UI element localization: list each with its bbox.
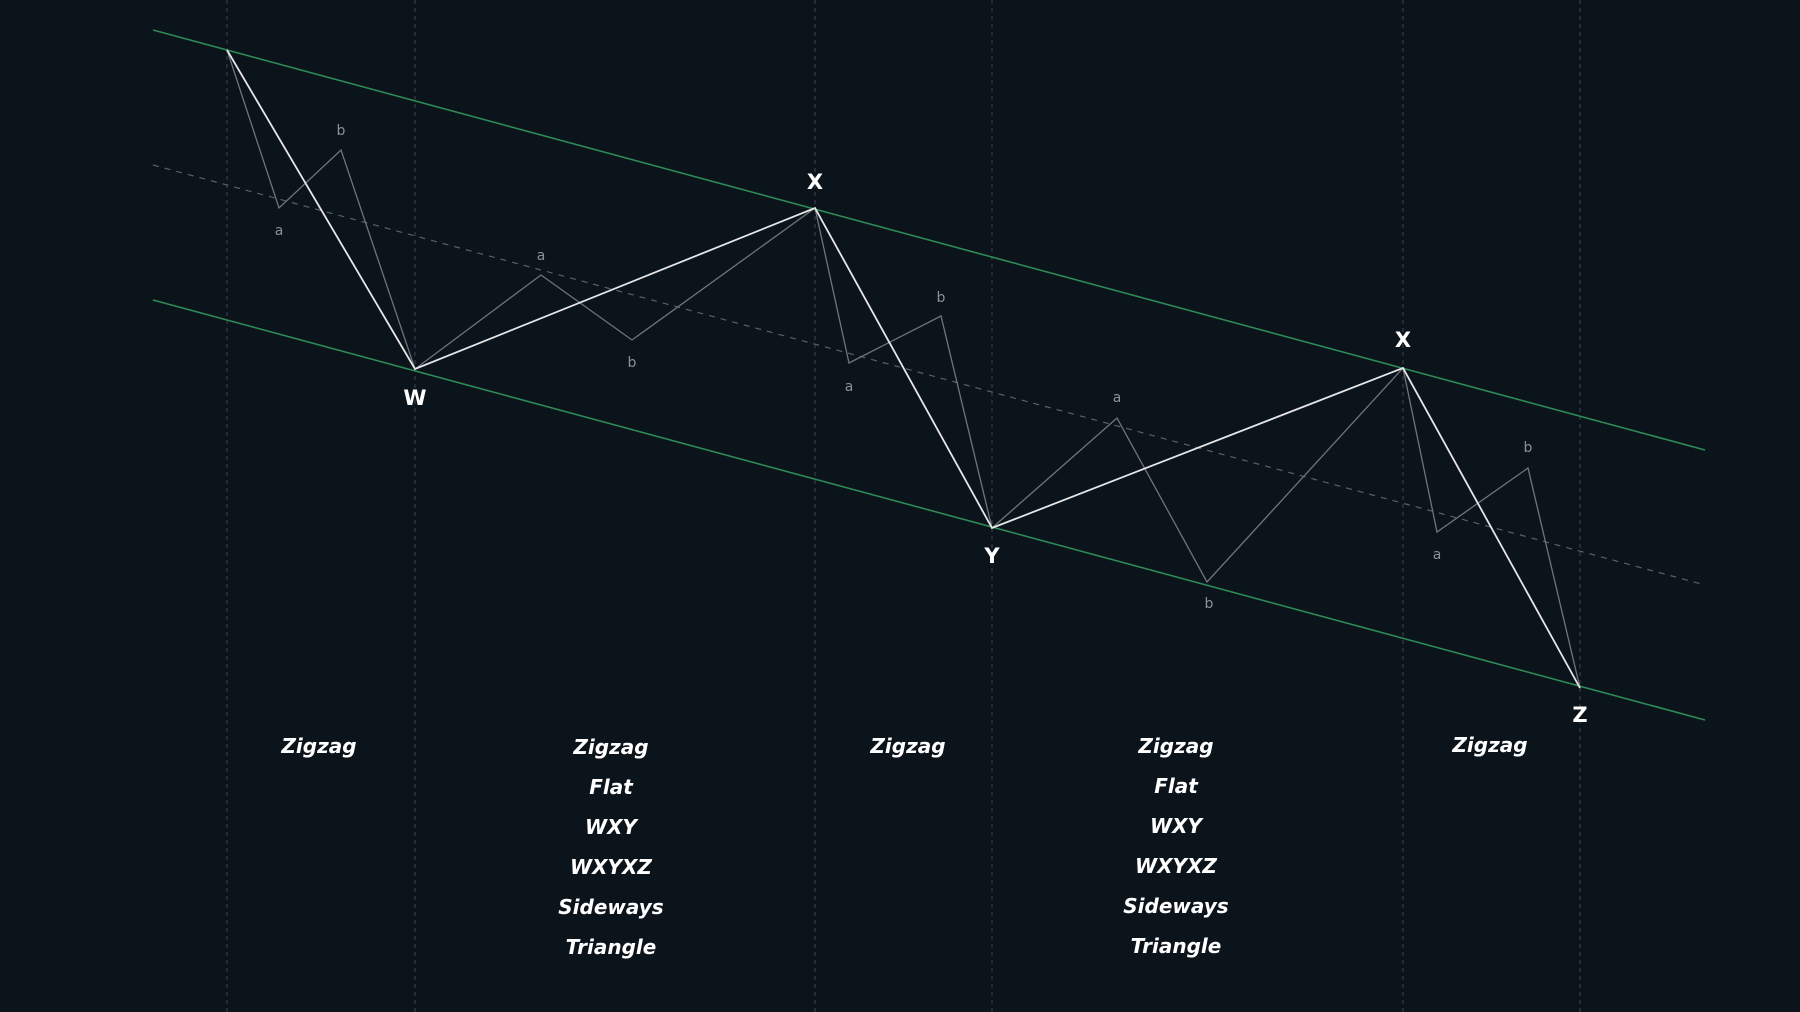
point-label-w: W bbox=[403, 386, 426, 410]
sub-label-b: b bbox=[937, 290, 946, 306]
sub-label-a: a bbox=[537, 248, 546, 264]
pattern-label: Flat bbox=[1154, 774, 1198, 798]
sub-label-a: a bbox=[1433, 547, 1442, 563]
pattern-label: Flat bbox=[589, 775, 633, 799]
point-label-x2: X bbox=[1395, 328, 1411, 352]
subwave-path bbox=[226, 49, 1581, 689]
segment-5-patterns: Zigzag bbox=[1370, 733, 1610, 757]
channel-lower-line bbox=[152, 299, 1706, 721]
pattern-label: WXYXZ bbox=[570, 855, 652, 879]
pattern-label: Sideways bbox=[558, 895, 664, 919]
sub-label-b: b bbox=[337, 123, 346, 139]
point-label-z: Z bbox=[1572, 703, 1587, 727]
pattern-label: WXY bbox=[1150, 814, 1202, 838]
sub-label-a: a bbox=[275, 223, 284, 239]
sub-label-a: a bbox=[845, 379, 854, 395]
vertical-guides bbox=[226, 0, 1581, 1012]
point-label-x1: X bbox=[807, 170, 823, 194]
segment-4-patterns: Zigzag Flat WXY WXYXZ Sideways Triangle bbox=[1056, 734, 1296, 974]
segment-1-patterns: Zigzag bbox=[199, 734, 439, 758]
pattern-label: WXY bbox=[585, 815, 637, 839]
major-wave-path bbox=[226, 49, 1581, 689]
pattern-label: Triangle bbox=[1130, 934, 1222, 958]
pattern-label: Triangle bbox=[565, 935, 657, 959]
pattern-label: Zigzag bbox=[870, 734, 946, 758]
sub-label-b: b bbox=[1205, 596, 1214, 612]
pattern-label: WXYXZ bbox=[1135, 854, 1217, 878]
point-label-y: Y bbox=[983, 544, 1000, 568]
sub-label-b: b bbox=[628, 355, 637, 371]
segment-2-patterns: Zigzag Flat WXY WXYXZ Sideways Triangle bbox=[491, 735, 731, 975]
channel-upper-line bbox=[152, 29, 1706, 451]
pattern-label: Zigzag bbox=[1138, 734, 1214, 758]
channel-midline bbox=[152, 164, 1706, 586]
pattern-label: Zigzag bbox=[281, 734, 357, 758]
sub-label-b: b bbox=[1524, 440, 1533, 456]
sub-label-a: a bbox=[1113, 390, 1122, 406]
pattern-label: Zigzag bbox=[1452, 733, 1528, 757]
segment-3-patterns: Zigzag bbox=[788, 734, 1028, 758]
pattern-label: Zigzag bbox=[573, 735, 649, 759]
pattern-label: Sideways bbox=[1123, 894, 1229, 918]
